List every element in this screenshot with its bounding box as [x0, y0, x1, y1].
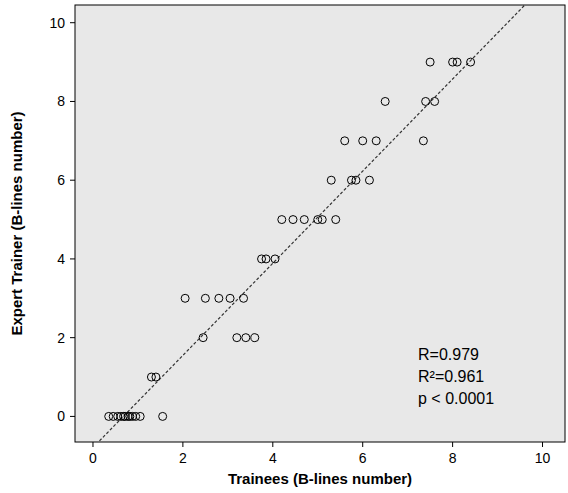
annotation: R=0.979	[418, 346, 479, 363]
y-tick	[70, 337, 75, 338]
y-tick	[70, 22, 75, 23]
point	[233, 334, 241, 342]
point	[201, 294, 209, 302]
y-tick	[70, 258, 75, 259]
point	[199, 334, 207, 342]
point	[226, 294, 234, 302]
point	[352, 176, 360, 184]
x-tick-label: 2	[179, 450, 187, 466]
y-tick	[70, 180, 75, 181]
point	[136, 412, 144, 420]
point	[327, 176, 335, 184]
y-axis-label: Expert Trainer (B-lines number)	[8, 111, 25, 335]
point	[332, 216, 340, 224]
fit-line	[75, 5, 565, 442]
y-tick-label: 8	[57, 93, 65, 109]
x-tick	[452, 442, 453, 447]
point	[152, 373, 160, 381]
point	[242, 334, 250, 342]
y-tick-label: 0	[57, 408, 65, 424]
annotation: R²=0.961	[418, 368, 484, 385]
point	[159, 412, 167, 420]
y-tick-label: 10	[49, 15, 65, 31]
plot-background	[75, 5, 565, 442]
y-tick	[70, 101, 75, 102]
x-tick	[542, 442, 543, 447]
point	[271, 255, 279, 263]
y-tick-label: 4	[57, 251, 65, 267]
point	[278, 216, 286, 224]
plot-frame	[75, 5, 565, 442]
point	[181, 294, 189, 302]
x-tick	[272, 442, 273, 447]
point	[426, 58, 434, 66]
point	[422, 97, 430, 105]
point	[381, 97, 389, 105]
point	[453, 58, 461, 66]
point	[262, 255, 270, 263]
point	[359, 137, 367, 145]
point	[365, 176, 373, 184]
x-tick-label: 0	[89, 450, 97, 466]
annotation: p < 0.0001	[418, 390, 494, 407]
x-axis-label: Trainees (B-lines number)	[228, 470, 412, 487]
point	[289, 216, 297, 224]
x-tick	[92, 442, 93, 447]
y-tick-label: 2	[57, 330, 65, 346]
x-tick-label: 10	[535, 450, 551, 466]
y-tick-label: 6	[57, 172, 65, 188]
x-tick-label: 6	[359, 450, 367, 466]
x-tick	[182, 442, 183, 447]
x-tick	[362, 442, 363, 447]
point	[419, 137, 427, 145]
x-tick-label: 4	[269, 450, 277, 466]
plot-area	[75, 5, 565, 442]
point	[215, 294, 223, 302]
point	[431, 97, 439, 105]
chart: 0 2 4 6 8 10 0 2 4 6 8 10 Trainees (B-lines number) E…	[0, 0, 568, 493]
point	[240, 294, 248, 302]
point	[372, 137, 380, 145]
point	[318, 216, 326, 224]
point	[251, 334, 259, 342]
x-tick-label: 8	[449, 450, 457, 466]
y-tick	[70, 416, 75, 417]
point	[341, 137, 349, 145]
point	[467, 58, 475, 66]
point	[300, 216, 308, 224]
